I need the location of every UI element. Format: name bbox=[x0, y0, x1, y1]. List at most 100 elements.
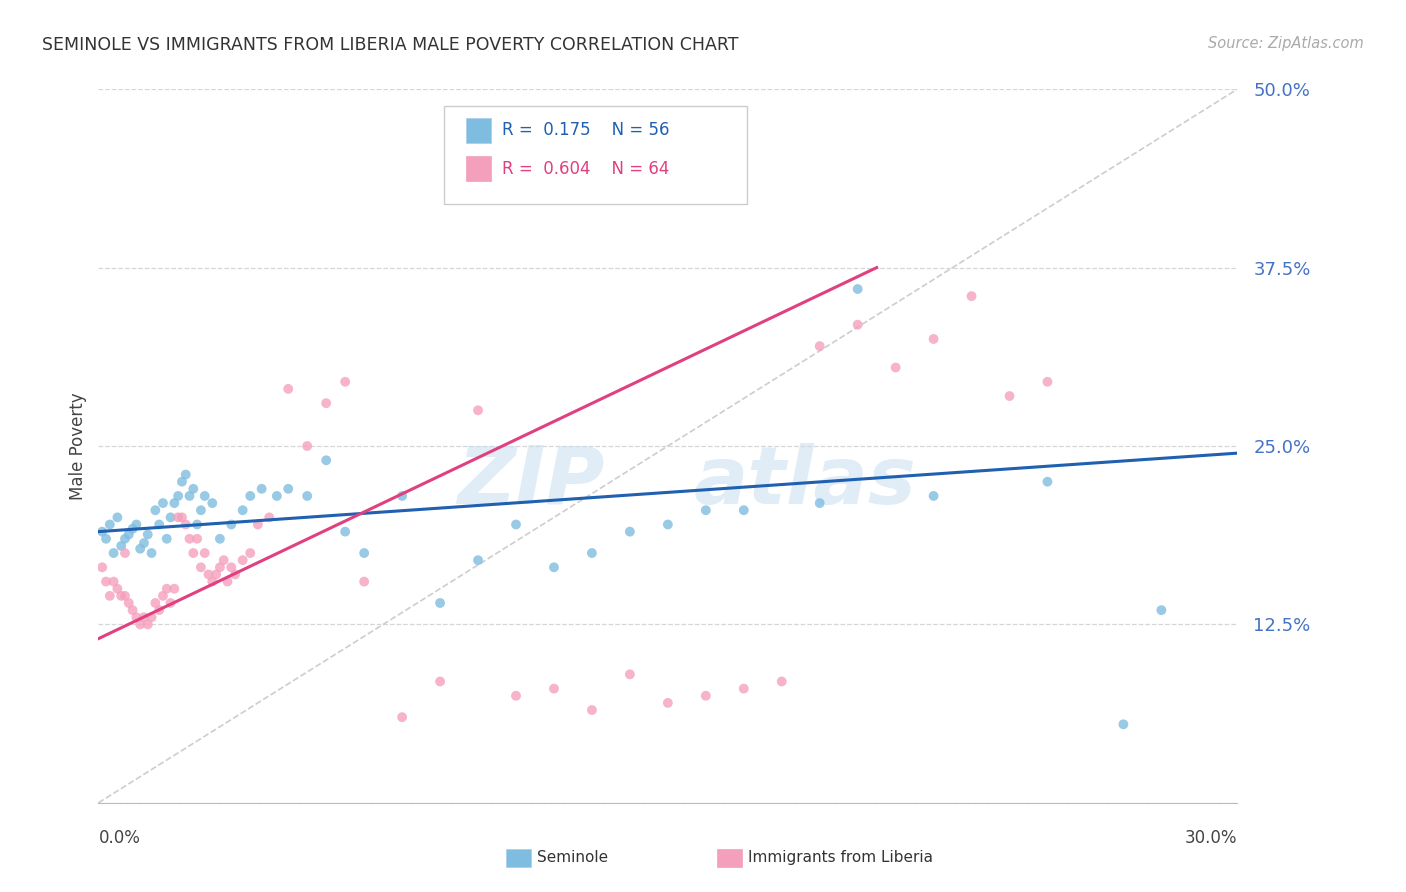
Point bbox=[733, 681, 755, 696]
Point bbox=[163, 496, 186, 510]
Point bbox=[170, 510, 193, 524]
Text: 30.0%: 30.0% bbox=[1185, 829, 1237, 847]
Point bbox=[335, 524, 357, 539]
Point bbox=[221, 517, 243, 532]
Point bbox=[884, 360, 907, 375]
Text: R =  0.175    N = 56: R = 0.175 N = 56 bbox=[502, 121, 669, 139]
Point bbox=[91, 560, 114, 574]
Point bbox=[98, 589, 121, 603]
Point bbox=[297, 439, 319, 453]
Text: 0.0%: 0.0% bbox=[98, 829, 141, 847]
Text: atlas: atlas bbox=[693, 442, 915, 521]
Point bbox=[657, 696, 679, 710]
Point bbox=[239, 489, 262, 503]
Point bbox=[118, 596, 141, 610]
Point bbox=[770, 674, 793, 689]
Point bbox=[145, 596, 167, 610]
Point bbox=[467, 553, 489, 567]
Point bbox=[141, 610, 163, 624]
Point bbox=[315, 396, 337, 410]
Point bbox=[110, 539, 132, 553]
Point bbox=[212, 553, 235, 567]
Point bbox=[179, 532, 201, 546]
Point bbox=[619, 524, 641, 539]
Point bbox=[136, 527, 159, 541]
Point bbox=[148, 603, 170, 617]
Point bbox=[297, 489, 319, 503]
Point bbox=[232, 553, 254, 567]
Point bbox=[543, 560, 565, 574]
Point bbox=[221, 560, 243, 574]
Point bbox=[250, 482, 273, 496]
Point bbox=[239, 546, 262, 560]
Point bbox=[132, 610, 155, 624]
Point bbox=[121, 522, 143, 536]
Point bbox=[205, 567, 228, 582]
Point bbox=[159, 510, 181, 524]
Point bbox=[145, 503, 167, 517]
Point bbox=[107, 510, 129, 524]
Point bbox=[183, 482, 205, 496]
Text: Source: ZipAtlas.com: Source: ZipAtlas.com bbox=[1208, 36, 1364, 51]
Point bbox=[695, 689, 717, 703]
Point bbox=[201, 574, 224, 589]
Point bbox=[505, 517, 527, 532]
Point bbox=[159, 596, 181, 610]
Point bbox=[208, 532, 231, 546]
Point bbox=[922, 332, 945, 346]
Point bbox=[998, 389, 1021, 403]
Point bbox=[581, 546, 603, 560]
Point bbox=[174, 467, 197, 482]
Point bbox=[156, 532, 179, 546]
Point bbox=[129, 541, 152, 556]
Point bbox=[152, 589, 174, 603]
Point bbox=[429, 674, 451, 689]
Point bbox=[391, 710, 413, 724]
Point bbox=[125, 517, 148, 532]
Y-axis label: Male Poverty: Male Poverty bbox=[69, 392, 87, 500]
Point bbox=[136, 617, 159, 632]
Point bbox=[733, 503, 755, 517]
Point bbox=[91, 524, 114, 539]
Point bbox=[107, 582, 129, 596]
Point bbox=[156, 582, 179, 596]
Point bbox=[183, 546, 205, 560]
Point bbox=[148, 517, 170, 532]
Point bbox=[114, 532, 136, 546]
Point bbox=[259, 510, 281, 524]
Point bbox=[179, 489, 201, 503]
Point bbox=[186, 517, 208, 532]
Point bbox=[846, 318, 869, 332]
Point bbox=[141, 546, 163, 560]
Point bbox=[190, 503, 212, 517]
Point bbox=[94, 532, 117, 546]
Text: SEMINOLE VS IMMIGRANTS FROM LIBERIA MALE POVERTY CORRELATION CHART: SEMINOLE VS IMMIGRANTS FROM LIBERIA MALE… bbox=[42, 36, 738, 54]
Point bbox=[110, 589, 132, 603]
Point bbox=[170, 475, 193, 489]
Point bbox=[194, 489, 217, 503]
Point bbox=[246, 517, 269, 532]
Point bbox=[315, 453, 337, 467]
Point bbox=[429, 596, 451, 610]
Point bbox=[163, 582, 186, 596]
Point bbox=[194, 546, 217, 560]
Point bbox=[353, 574, 375, 589]
Text: R =  0.604    N = 64: R = 0.604 N = 64 bbox=[502, 160, 669, 178]
Point bbox=[132, 536, 155, 550]
Text: ZIP: ZIP bbox=[457, 442, 605, 521]
Point bbox=[114, 546, 136, 560]
Point bbox=[201, 496, 224, 510]
Point bbox=[224, 567, 246, 582]
Point bbox=[960, 289, 983, 303]
Point bbox=[266, 489, 288, 503]
Point bbox=[505, 689, 527, 703]
Point bbox=[114, 589, 136, 603]
Point bbox=[277, 482, 299, 496]
Point bbox=[846, 282, 869, 296]
Text: Immigrants from Liberia: Immigrants from Liberia bbox=[748, 850, 934, 864]
Point bbox=[118, 527, 141, 541]
Point bbox=[922, 489, 945, 503]
Point bbox=[121, 603, 143, 617]
Point bbox=[619, 667, 641, 681]
Point bbox=[186, 532, 208, 546]
